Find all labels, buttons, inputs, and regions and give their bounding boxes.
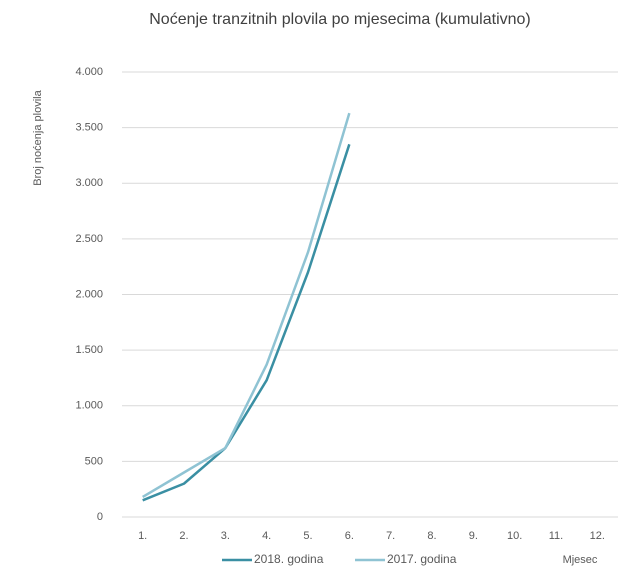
x-tick-label: 5. (303, 530, 312, 542)
x-tick-label: 9. (469, 530, 478, 542)
line-series (142, 112, 351, 499)
x-tick-label: 6. (345, 530, 354, 542)
x-tick-label: 2. (179, 530, 188, 542)
x-tick-label: 10. (507, 530, 522, 542)
y-tick-label: 3.500 (75, 122, 103, 134)
legend-label: 2018. godina (254, 552, 324, 566)
line-series (142, 143, 351, 502)
legend-label: 2017. godina (387, 552, 457, 566)
y-tick-label: 2.000 (75, 288, 103, 300)
x-tick-label: 12. (590, 530, 605, 542)
y-tick-label: 0 (97, 511, 103, 523)
y-tick-label: 3.000 (75, 177, 103, 189)
x-tick-label: 3. (221, 530, 230, 542)
x-tick-label: 7. (386, 530, 395, 542)
x-axis-label: Mjesec (563, 554, 598, 566)
y-tick-label: 500 (85, 455, 103, 467)
x-tick-label: 4. (262, 530, 271, 542)
y-tick-label: 1.000 (75, 400, 103, 412)
chart-title: Noćenje tranzitnih plovila po mjesecima … (149, 11, 531, 28)
x-tick-label: 11. (549, 530, 563, 542)
x-tick-label: 8. (427, 530, 436, 542)
y-tick-label: 2.500 (75, 233, 103, 245)
x-tick-label: 1. (138, 530, 147, 542)
y-tick-label: 1.500 (75, 344, 103, 356)
y-axis-label: Broj noćenja plovila (32, 89, 44, 185)
y-tick-label: 4.000 (75, 66, 103, 78)
